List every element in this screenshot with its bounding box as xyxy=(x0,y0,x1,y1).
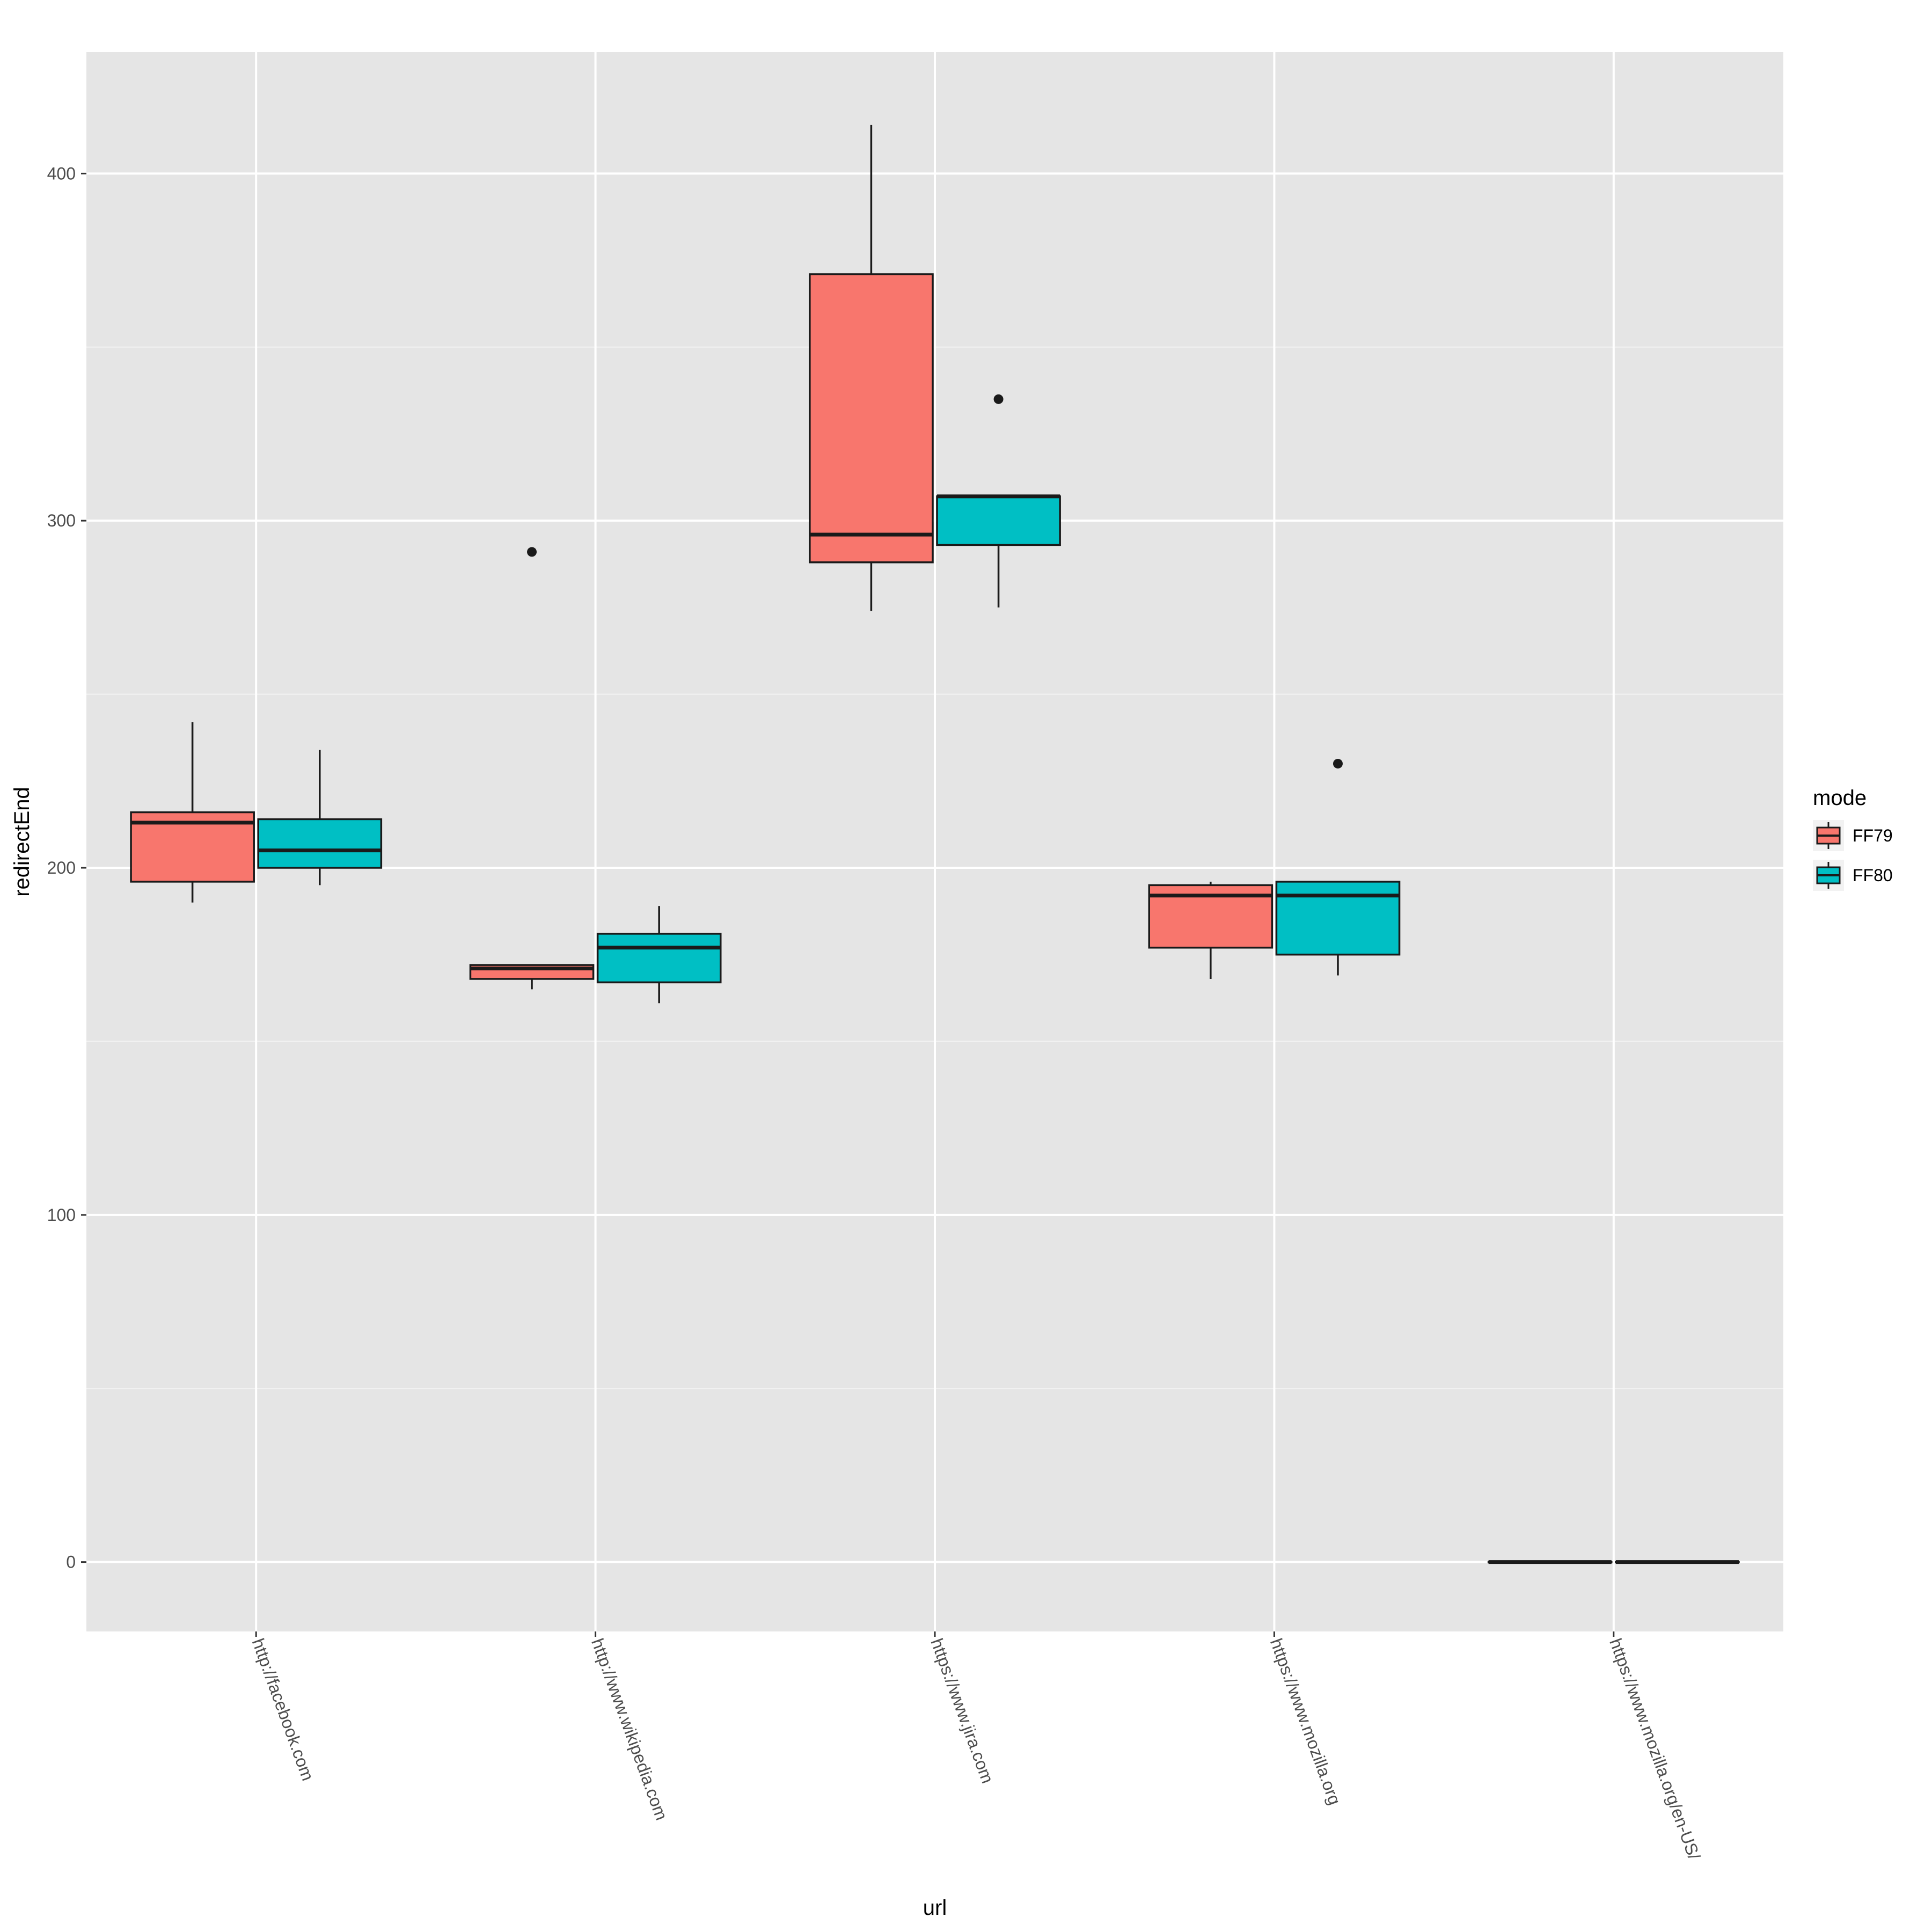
box-iqr xyxy=(596,933,722,984)
y-tick-label: 0 xyxy=(66,1553,76,1572)
series-FF79 xyxy=(130,125,1613,1564)
box-iqr xyxy=(1275,881,1401,956)
box-FF80 xyxy=(257,750,383,885)
box-FF79 xyxy=(130,722,255,903)
legend-label: FF79 xyxy=(1853,826,1893,845)
legend-label: FF80 xyxy=(1853,866,1893,885)
box-series xyxy=(130,125,1740,1564)
legend-item-FF79: FF79 xyxy=(1813,820,1893,851)
box-iqr xyxy=(257,818,383,869)
outlier-point xyxy=(527,547,537,557)
outlier-point xyxy=(1333,758,1343,769)
x-axis-title: url xyxy=(923,1896,947,1920)
box-FF80 xyxy=(596,906,722,1004)
box-FF79 xyxy=(809,125,934,611)
box-FF80 xyxy=(1275,758,1401,976)
box-FF79 xyxy=(1487,1560,1613,1564)
major-gridlines xyxy=(86,52,1783,1631)
y-tick-label: 300 xyxy=(47,511,76,530)
box-FF80 xyxy=(1615,1560,1740,1564)
box-FF80 xyxy=(936,394,1061,608)
legend-title: mode xyxy=(1813,786,1867,810)
outlier-point xyxy=(993,394,1004,404)
y-tick-label: 400 xyxy=(47,164,76,183)
box-FF79 xyxy=(1148,881,1274,979)
y-tick-label: 200 xyxy=(47,858,76,877)
box-FF79 xyxy=(469,547,595,990)
legend-item-FF80: FF80 xyxy=(1813,860,1893,891)
box-iqr xyxy=(936,495,1061,546)
y-axis: 0 100 200 300 400 xyxy=(47,164,86,1572)
y-axis-title: redirectEnd xyxy=(10,787,34,897)
legend: mode FF79 FF80 xyxy=(1813,786,1893,891)
box-iqr xyxy=(809,273,934,564)
y-tick-label: 100 xyxy=(47,1205,76,1225)
series-FF80 xyxy=(257,394,1740,1564)
